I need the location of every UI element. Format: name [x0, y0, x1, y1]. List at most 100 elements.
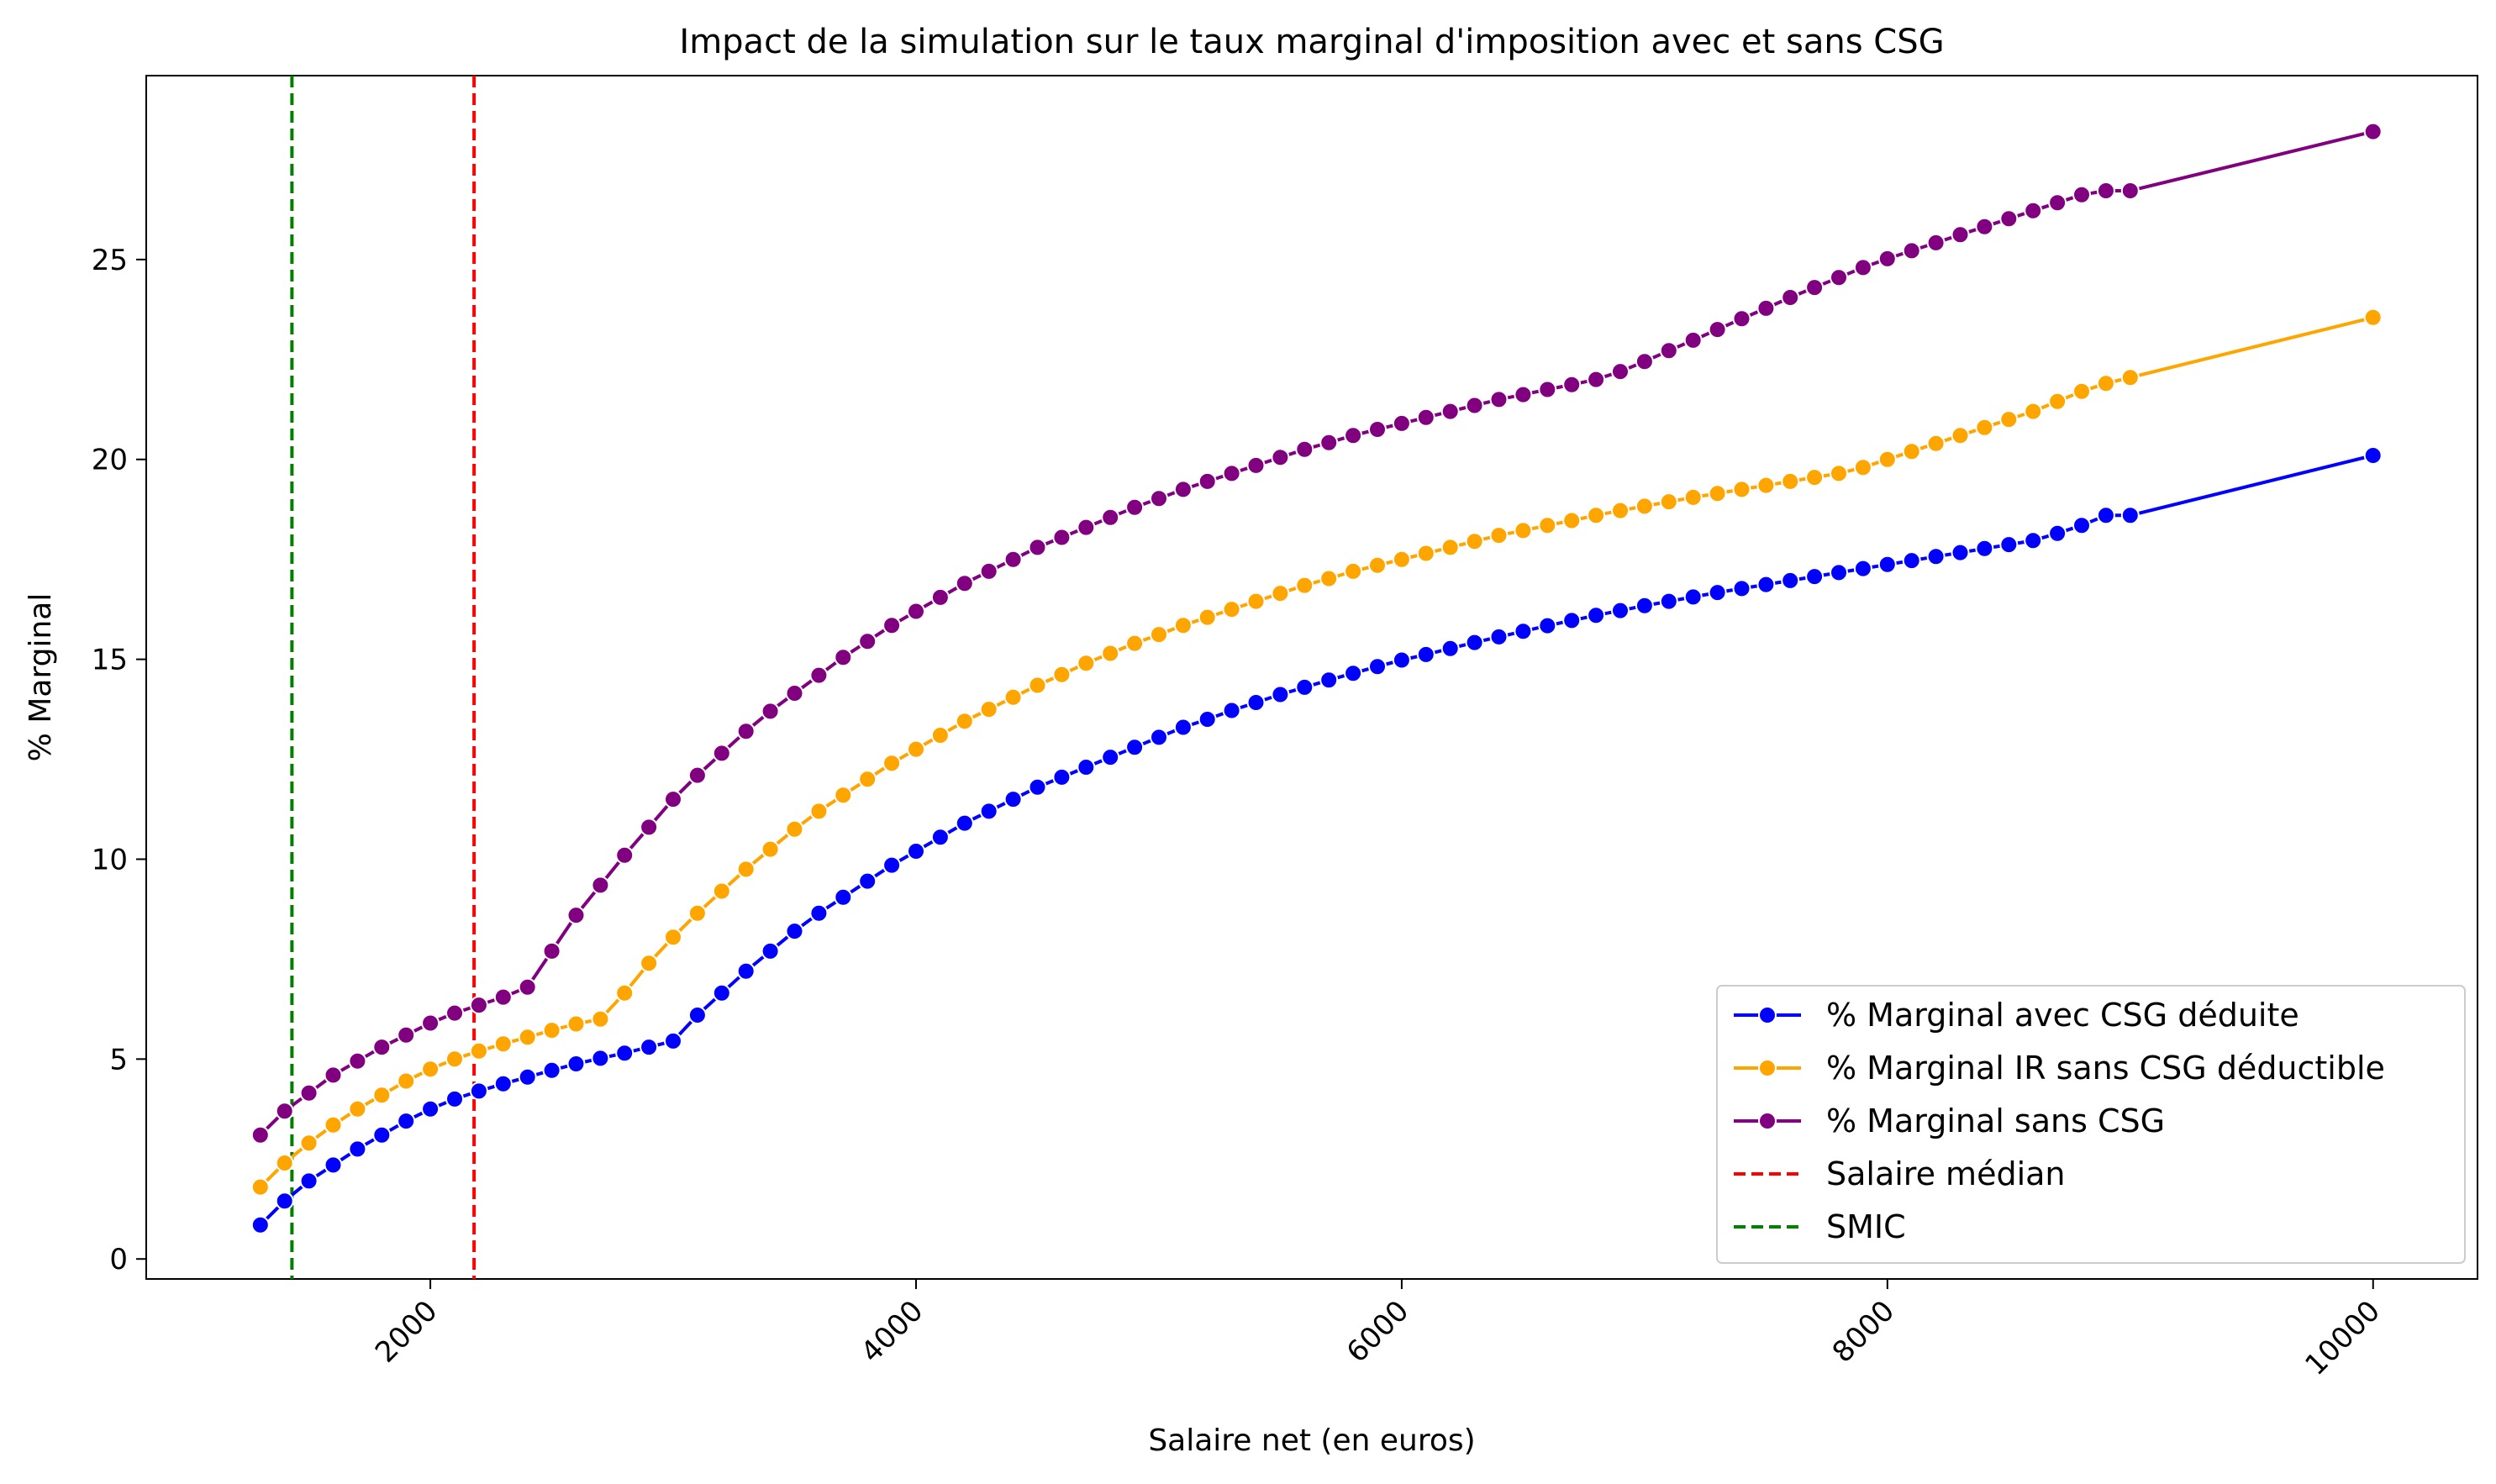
series-group	[250, 308, 2383, 1197]
data-point	[2363, 308, 2383, 327]
data-point	[1392, 413, 1411, 433]
data-point	[1853, 458, 1872, 477]
x-tick-label: 10000	[2299, 1294, 2387, 1382]
data-point	[930, 587, 950, 607]
data-point	[2363, 122, 2383, 141]
data-point	[1077, 654, 1096, 673]
data-point	[1295, 576, 1314, 595]
data-point	[1587, 606, 1606, 625]
data-point	[1756, 476, 1776, 495]
data-point	[1635, 596, 1654, 615]
data-point	[1781, 571, 1800, 590]
data-point	[1514, 385, 1533, 404]
data-point	[1416, 544, 1435, 563]
data-point	[1708, 484, 1727, 503]
data-point	[834, 887, 853, 907]
data-point	[1489, 390, 1509, 409]
data-point	[1830, 464, 1848, 483]
data-point	[1246, 592, 1266, 611]
data-point	[1587, 370, 1606, 389]
data-point	[664, 928, 682, 947]
data-point	[761, 702, 780, 721]
data-point	[566, 1014, 586, 1034]
data-point	[421, 1013, 440, 1033]
data-point	[445, 1089, 464, 1108]
data-point	[518, 977, 537, 997]
data-point	[493, 1074, 513, 1093]
data-point	[809, 903, 829, 923]
data-point	[324, 1155, 343, 1175]
data-point	[1683, 587, 1703, 607]
data-point	[1732, 579, 1751, 598]
data-point	[2024, 201, 2043, 220]
data-point	[542, 941, 561, 960]
data-point	[687, 766, 707, 785]
data-point	[1975, 217, 1994, 236]
data-point	[542, 1060, 561, 1080]
data-point	[421, 1099, 440, 1118]
data-point	[397, 1112, 416, 1131]
data-point	[250, 1177, 270, 1197]
data-point	[979, 802, 998, 821]
data-point	[469, 1041, 488, 1060]
data-point	[1877, 249, 1897, 268]
data-point	[372, 1038, 392, 1057]
legend-label: Salaire médian	[1826, 1155, 2066, 1192]
data-point	[1975, 418, 1994, 437]
data-point	[640, 954, 659, 973]
data-point	[397, 1025, 416, 1045]
data-point	[736, 961, 756, 981]
data-point	[1830, 268, 1848, 287]
data-point	[1003, 790, 1023, 809]
data-point	[1465, 396, 1484, 415]
legend-label: % Marginal sans CSG	[1826, 1102, 2165, 1139]
data-point	[542, 1021, 561, 1040]
data-point	[2096, 374, 2115, 393]
data-point	[1125, 497, 1145, 517]
data-point	[907, 602, 925, 621]
data-point	[1150, 625, 1168, 645]
data-point	[979, 561, 998, 581]
data-point	[275, 1154, 294, 1172]
data-point	[250, 1215, 270, 1234]
data-point	[882, 855, 902, 875]
y-tick-label: 0	[109, 1243, 128, 1276]
data-point	[445, 1003, 464, 1023]
data-point	[930, 828, 950, 847]
data-point	[1756, 575, 1776, 594]
data-point	[1756, 298, 1776, 318]
data-point	[834, 648, 853, 667]
data-point	[1465, 633, 1484, 652]
series-group	[250, 122, 2383, 1145]
x-tick-label: 8000	[1826, 1294, 1901, 1369]
data-point	[1659, 492, 1678, 512]
data-point	[1416, 645, 1435, 664]
data-point	[1344, 561, 1363, 581]
data-point	[2096, 182, 2115, 200]
data-point	[1999, 535, 2019, 555]
data-point	[1198, 710, 1217, 729]
data-point	[591, 1009, 610, 1029]
data-point	[1562, 375, 1582, 394]
data-point	[397, 1071, 416, 1091]
data-point	[1538, 380, 1557, 399]
data-point	[2363, 446, 2383, 465]
data-point	[1999, 209, 2019, 229]
data-point	[1635, 352, 1654, 371]
data-point	[348, 1139, 367, 1159]
y-tick-label: 15	[92, 644, 128, 677]
data-point	[1708, 583, 1727, 603]
data-point	[1902, 241, 1921, 260]
data-point	[1101, 644, 1120, 663]
data-point	[1562, 611, 1582, 630]
data-point	[1465, 532, 1484, 551]
data-point	[518, 1067, 537, 1087]
data-point	[2024, 402, 2043, 421]
data-point	[1926, 233, 1946, 252]
data-point	[518, 1028, 537, 1047]
data-point	[1514, 521, 1533, 540]
data-point	[1028, 676, 1047, 695]
data-point	[834, 786, 853, 805]
data-point	[1562, 511, 1582, 530]
data-point	[1392, 550, 1411, 569]
